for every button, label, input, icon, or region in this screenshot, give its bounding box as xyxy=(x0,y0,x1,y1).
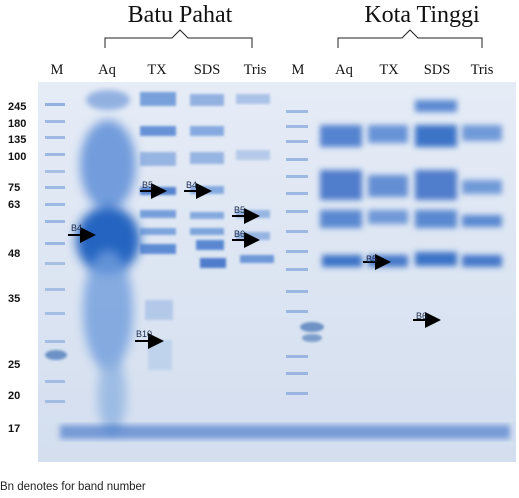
lane-label-aq-2: Aq xyxy=(335,62,353,78)
mw-label-63: 63 xyxy=(8,199,20,211)
lane-label-sds-2: SDS xyxy=(424,62,451,78)
band-label-b5-kt: B5 xyxy=(366,254,377,264)
site-title-kota-tinggi: Kota Tinggi xyxy=(364,2,480,28)
mw-label-17: 17 xyxy=(8,423,20,435)
band-label-b6-tris: B6 xyxy=(234,229,245,239)
mw-label-20: 20 xyxy=(8,390,20,402)
lane-label-m-1: M xyxy=(51,62,64,78)
lane-label-tris-2: Tris xyxy=(471,62,494,78)
lane-label-tx-1: TX xyxy=(147,62,167,78)
mw-label-180: 180 xyxy=(8,118,26,130)
band-label-b4-sds: B4 xyxy=(186,180,197,190)
band-label-b5-tx: B5 xyxy=(142,180,153,190)
mw-label-25: 25 xyxy=(8,359,20,371)
band-annotations: B5 B4 B4 B5 B6 B10 B5 B6 xyxy=(68,180,441,349)
band-label-b10-tx: B10 xyxy=(136,329,152,339)
band-label-b5-tris: B5 xyxy=(234,205,245,215)
lane-label-tris-1: Tris xyxy=(244,62,267,78)
footnote: Bn denotes for band number xyxy=(0,481,146,493)
mw-label-75: 75 xyxy=(8,182,20,194)
mw-label-100: 100 xyxy=(8,151,26,163)
band-label-b6-kt: B6 xyxy=(416,311,427,321)
mw-label-48: 48 xyxy=(8,248,20,260)
gel-bands xyxy=(45,90,510,439)
mw-label-245: 245 xyxy=(8,101,26,113)
mw-label-35: 35 xyxy=(8,293,20,305)
lane-label-aq-1: Aq xyxy=(98,62,116,78)
lane-label-sds-1: SDS xyxy=(194,62,221,78)
bracket-batu-pahat xyxy=(104,29,253,48)
band-label-b4-aq: B4 xyxy=(71,223,82,233)
mw-label-135: 135 xyxy=(8,134,26,146)
site-title-batu-pahat: Batu Pahat xyxy=(128,2,233,28)
bracket-kota-tinggi xyxy=(337,29,483,48)
lane-label-tx-2: TX xyxy=(379,62,399,78)
lane-label-m-2: M xyxy=(292,62,305,78)
